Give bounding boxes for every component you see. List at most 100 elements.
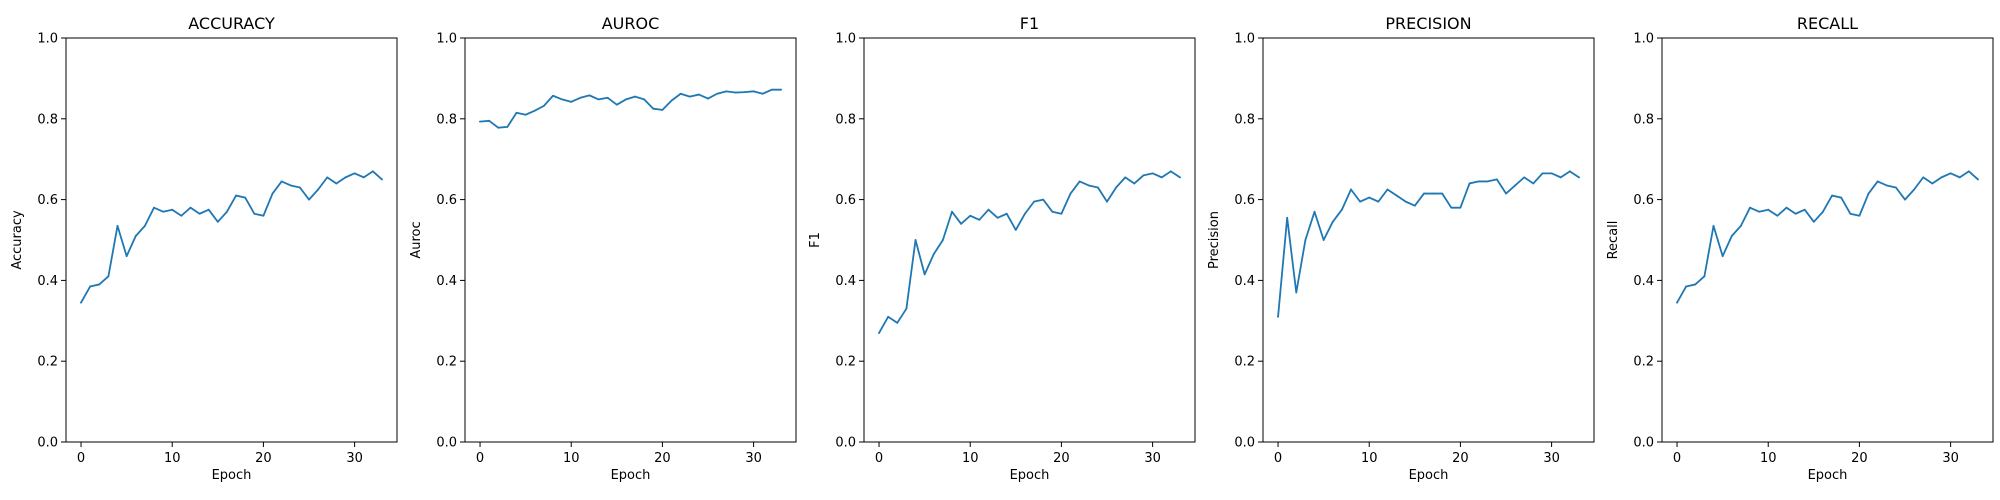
accuracy-x-tick-label: 0 bbox=[77, 451, 85, 466]
recall-data-point bbox=[1967, 170, 1970, 173]
precision-data-point bbox=[1386, 188, 1389, 191]
f1-data-point bbox=[1087, 184, 1090, 187]
auroc-y-tick-label: 0.6 bbox=[436, 193, 457, 208]
accuracy-data-point bbox=[198, 212, 201, 215]
auroc-data-point bbox=[524, 113, 527, 116]
recall-data-point bbox=[1949, 172, 1952, 175]
f1-y-tick-label: 0.4 bbox=[835, 274, 856, 289]
f1-data-point bbox=[1024, 212, 1026, 215]
f1-data-point bbox=[1078, 180, 1081, 183]
recall-data-point bbox=[1922, 176, 1925, 179]
f1-data-point bbox=[887, 315, 890, 318]
auroc-data-point bbox=[552, 94, 554, 97]
accuracy-data-point bbox=[89, 285, 92, 288]
precision-data-point bbox=[1450, 206, 1453, 209]
precision-data-point bbox=[1532, 182, 1535, 185]
f1-data-point bbox=[1169, 170, 1172, 173]
auroc-data-point bbox=[770, 88, 773, 91]
auroc-data-point bbox=[515, 111, 518, 114]
accuracy-data-point bbox=[353, 172, 356, 175]
f1-x-tick-label: 10 bbox=[962, 451, 979, 466]
auroc-y-axis-label: Auroc bbox=[409, 221, 424, 258]
f1-chart: F1 0.0 0.2 0.4 0.6 0.8 1.0 0 10 20 30 Epoch F1 bbox=[808, 14, 1196, 483]
auroc-plot-frame bbox=[464, 37, 797, 443]
f1-data-point bbox=[1179, 176, 1181, 179]
precision-data-point bbox=[1514, 184, 1517, 187]
f1-data-point bbox=[1151, 172, 1154, 175]
f1-x-tick-label: 20 bbox=[1053, 451, 1070, 466]
auroc-chart-title: AUROC bbox=[602, 14, 660, 33]
recall-data-point bbox=[1730, 235, 1733, 237]
auroc-data-point bbox=[634, 95, 636, 98]
auroc-data-point bbox=[497, 126, 500, 129]
accuracy-data-point bbox=[143, 224, 146, 227]
recall-x-tick-label: 30 bbox=[1942, 451, 1959, 466]
auroc-x-tick-label: 0 bbox=[476, 451, 484, 466]
recall-y-tick-label: 0.0 bbox=[1633, 436, 1654, 451]
f1-data-point bbox=[996, 216, 999, 219]
accuracy-data-point bbox=[262, 214, 265, 217]
f1-y-tick-label: 0.0 bbox=[835, 436, 856, 451]
accuracy-y-tick-label: 1.0 bbox=[37, 32, 58, 47]
precision-data-point bbox=[1495, 178, 1498, 181]
accuracy-data-point bbox=[80, 301, 82, 304]
auroc-data-point bbox=[561, 98, 564, 101]
accuracy-data-point bbox=[289, 184, 292, 187]
precision-data-point bbox=[1313, 210, 1316, 213]
accuracy-data-point bbox=[308, 198, 310, 201]
auroc-data-point bbox=[542, 104, 545, 107]
recall-x-tick-label: 10 bbox=[1760, 451, 1777, 466]
auroc-x-tick-label: 20 bbox=[654, 451, 671, 466]
auroc-data-point bbox=[661, 109, 664, 111]
precision-data-point bbox=[1359, 200, 1362, 203]
f1-chart-title: F1 bbox=[1020, 14, 1039, 33]
f1-data-point bbox=[951, 210, 953, 213]
accuracy-chart-title: ACCURACY bbox=[188, 14, 275, 33]
auroc-data-point bbox=[588, 94, 591, 97]
accuracy-y-axis-label: Accuracy bbox=[10, 210, 25, 270]
precision-data-point bbox=[1413, 204, 1416, 207]
recall-data-point bbox=[1703, 275, 1706, 278]
f1-series-line bbox=[878, 170, 1181, 334]
f1-data-point bbox=[1096, 186, 1099, 189]
precision-data-point bbox=[1468, 182, 1471, 185]
accuracy-data-point bbox=[207, 208, 210, 211]
f1-data-point bbox=[1060, 212, 1063, 215]
auroc-data-point bbox=[615, 103, 618, 106]
accuracy-plot-frame bbox=[65, 37, 398, 443]
recall-data-point bbox=[1876, 180, 1879, 183]
auroc-series-line bbox=[479, 88, 782, 129]
precision-data-point bbox=[1432, 192, 1434, 195]
accuracy-data-point bbox=[244, 196, 247, 199]
accuracy-x-tick-label: 20 bbox=[255, 451, 272, 466]
f1-data-point bbox=[969, 214, 972, 217]
precision-plot-frame bbox=[1262, 37, 1595, 443]
recall-data-point bbox=[1849, 212, 1852, 215]
f1-data-point bbox=[923, 273, 926, 276]
recall-y-tick-label: 0.4 bbox=[1633, 274, 1654, 289]
auroc-data-point bbox=[734, 91, 737, 94]
precision-data-point bbox=[1277, 315, 1279, 318]
auroc-data-point bbox=[725, 90, 728, 93]
accuracy-data-point bbox=[326, 176, 329, 179]
precision-data-point bbox=[1541, 172, 1544, 175]
auroc-y-tick-label: 1.0 bbox=[436, 32, 457, 47]
recall-data-point bbox=[1885, 184, 1888, 187]
precision-x-tick-label: 30 bbox=[1543, 451, 1560, 466]
f1-data-point bbox=[914, 239, 917, 241]
precision-data-point bbox=[1286, 216, 1289, 219]
recall-data-point bbox=[1776, 214, 1779, 217]
accuracy-y-tick-label: 0.6 bbox=[37, 193, 58, 208]
auroc-data-point bbox=[652, 107, 655, 110]
accuracy-data-point bbox=[125, 255, 128, 258]
precision-chart: PRECISION 0.0 0.2 0.4 0.6 0.8 1.0 0 10 20 30 Epoch P… bbox=[1207, 14, 1595, 483]
accuracy-y-tick-label: 0.4 bbox=[37, 274, 58, 289]
accuracy-y-tick-label: 0.0 bbox=[37, 436, 58, 451]
f1-data-point bbox=[1133, 182, 1136, 185]
precision-data-point bbox=[1568, 170, 1571, 173]
accuracy-data-point bbox=[226, 210, 228, 213]
precision-data-point bbox=[1505, 192, 1507, 195]
precision-y-tick-label: 0.8 bbox=[1234, 112, 1255, 127]
f1-data-point bbox=[1042, 198, 1045, 201]
